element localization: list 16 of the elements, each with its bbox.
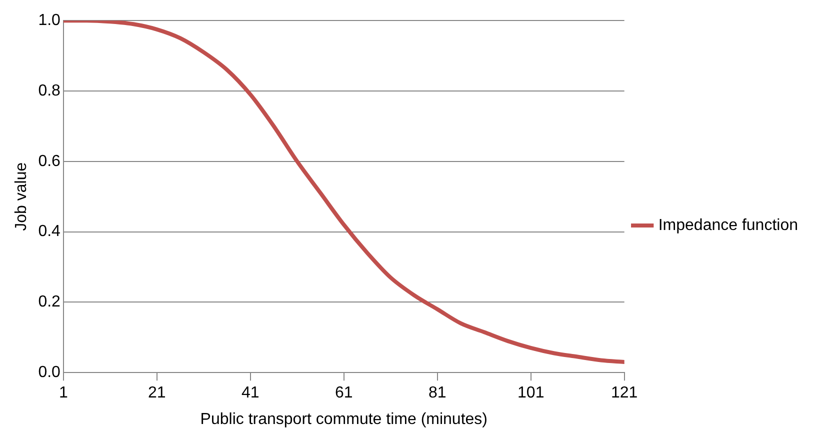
x-tick-label: 101	[518, 384, 544, 402]
y-tick-label: 0.8	[38, 82, 61, 100]
x-tick-label: 1	[58, 384, 68, 402]
y-tick-label: 0.4	[38, 223, 61, 240]
x-tick-label: 121	[611, 384, 638, 402]
x-axis-title: Public transport commute time (minutes)	[200, 410, 488, 428]
x-tick-label: 81	[428, 384, 446, 402]
x-tick-label: 61	[335, 384, 353, 402]
y-axis-title: Job value	[13, 162, 30, 231]
y-tick-label: 0.2	[38, 294, 61, 311]
y-tick-label: 0.0	[38, 364, 61, 382]
legend-label: Impedance function	[658, 216, 798, 234]
x-tick-label: 21	[148, 384, 166, 402]
y-tick-label: 1.0	[38, 12, 61, 30]
y-tick-label: 0.6	[38, 152, 61, 170]
x-tick-label: 41	[242, 384, 260, 402]
